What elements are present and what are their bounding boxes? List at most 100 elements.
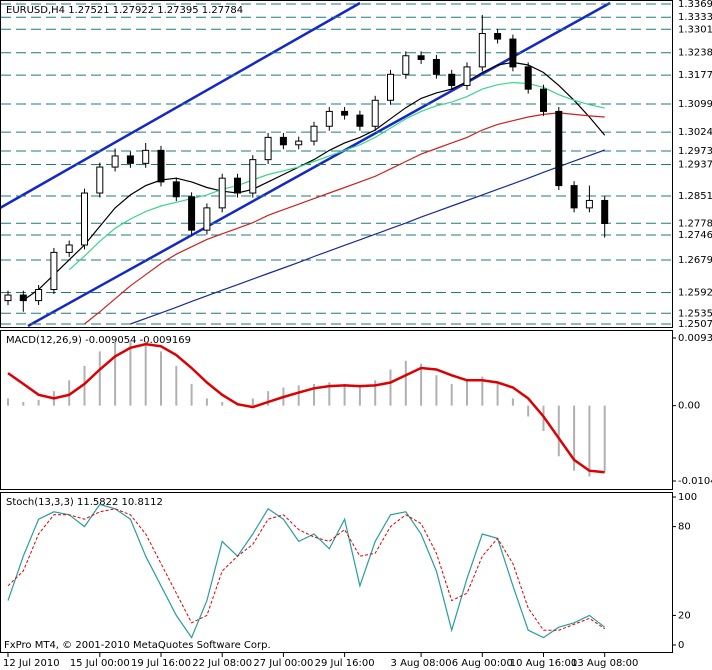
macd-bar	[221, 402, 224, 406]
x-tick-label: 10 Aug 16:00	[510, 658, 577, 669]
candle-body	[402, 55, 410, 75]
y-tick-label: 1.25920	[678, 287, 712, 298]
y-tick-label: -0.01042	[678, 476, 712, 487]
macd-bar	[175, 365, 178, 406]
candle-body	[341, 110, 349, 116]
y-tick-label: 100	[678, 492, 697, 503]
candle-body	[509, 38, 517, 68]
candle-body	[126, 155, 134, 164]
moving-average	[22, 61, 606, 301]
macd-bar	[98, 351, 101, 406]
x-tick-label: 29 Jul 16:00	[315, 658, 375, 669]
candle-body	[310, 125, 318, 142]
stoch-title: Stoch(13,3,3) 11.5822 10.8112	[6, 497, 163, 508]
macd-bar	[297, 385, 300, 406]
macd-bar	[450, 383, 453, 406]
macd-bar	[328, 382, 331, 406]
macd-bar	[358, 385, 361, 406]
candle-body	[81, 192, 88, 246]
x-tick-label: 19 Jul 16:00	[131, 658, 191, 669]
macd-bar	[588, 405, 591, 477]
candle-body	[19, 294, 27, 302]
macd-bar	[144, 341, 147, 406]
candle-body	[478, 32, 486, 68]
macd-bar	[160, 351, 162, 406]
x-tick-label: 3 Aug 08:00	[391, 658, 452, 669]
macd-bar	[420, 363, 423, 406]
candle-body	[524, 66, 532, 90]
candle-body	[432, 58, 440, 75]
macd-panel	[0, 330, 673, 490]
moving-average	[68, 81, 605, 271]
y-tick-label: 0.00	[678, 401, 700, 412]
stoch-main	[7, 503, 606, 639]
candle-body	[463, 66, 471, 86]
macd-bar	[129, 340, 132, 406]
candle-body	[585, 199, 593, 209]
x-tick-label: 15 Jul 00:00	[70, 658, 130, 669]
y-tick-label: 1.25359	[678, 308, 712, 319]
candle-body	[494, 32, 502, 40]
x-tick-label: 6 Aug 00:00	[452, 658, 513, 669]
macd-bar	[251, 398, 254, 406]
y-tick-label: 1.26796	[678, 255, 712, 266]
macd-bar	[68, 380, 71, 406]
macd-bar	[83, 365, 86, 406]
macd-bar	[374, 380, 377, 406]
candle-body	[50, 251, 58, 290]
candle-body	[65, 244, 73, 253]
y-tick-label: 1.33695	[678, 0, 712, 10]
stoch-signal	[7, 508, 605, 631]
macd-bar	[313, 383, 315, 406]
candle-body	[295, 140, 303, 146]
y-tick-label: 1.30999	[678, 99, 712, 110]
candle-body	[218, 177, 226, 209]
x-tick-label: 13 Aug 08:00	[571, 658, 638, 669]
candle-body	[325, 110, 333, 127]
candle-body	[264, 136, 272, 161]
y-tick-label: 20	[678, 610, 691, 621]
y-tick-label: 0.00935	[678, 333, 712, 344]
candle-body	[371, 99, 379, 127]
stoch-panel	[0, 492, 673, 653]
y-tick-label: 1.29370	[678, 159, 712, 170]
x-tick-label: 27 Jul 00:00	[253, 658, 313, 669]
price-title: EURUSD,H4 1.27521 1.27922 1.27395 1.2778…	[6, 5, 243, 16]
candle-body	[142, 149, 150, 164]
macd-bar	[466, 380, 468, 406]
macd-bar	[481, 376, 484, 406]
candle-body	[96, 166, 104, 194]
x-tick-label: 12 Jul 2010	[3, 658, 60, 669]
macd-bar	[389, 369, 392, 406]
macd-bar	[527, 405, 530, 417]
candle-body	[570, 185, 578, 209]
candle-body	[157, 149, 165, 183]
y-tick-label: 1.31779	[678, 70, 712, 81]
macd-bar	[496, 383, 499, 406]
candle-body	[188, 196, 196, 231]
candle-body	[540, 88, 547, 112]
candle-body	[35, 288, 43, 302]
macd-bar	[435, 375, 438, 406]
moving-average	[84, 112, 605, 325]
candle-body	[448, 73, 456, 86]
candle-body	[601, 199, 609, 224]
macd-bar	[557, 405, 560, 457]
macd-bar	[573, 405, 576, 471]
price-panel	[0, 0, 673, 328]
candle-body	[555, 110, 563, 187]
macd-bar	[22, 402, 25, 406]
x-tick-label: 22 Jul 08:00	[192, 658, 252, 669]
candle-body	[172, 181, 180, 198]
macd-bar	[404, 360, 407, 406]
y-tick-label: 1.33013	[678, 24, 712, 35]
macd-bar	[267, 391, 270, 406]
macd-bar	[343, 383, 346, 406]
macd-bar	[205, 398, 208, 406]
macd-bar	[7, 398, 9, 406]
y-tick-label: 1.33338	[678, 12, 712, 23]
